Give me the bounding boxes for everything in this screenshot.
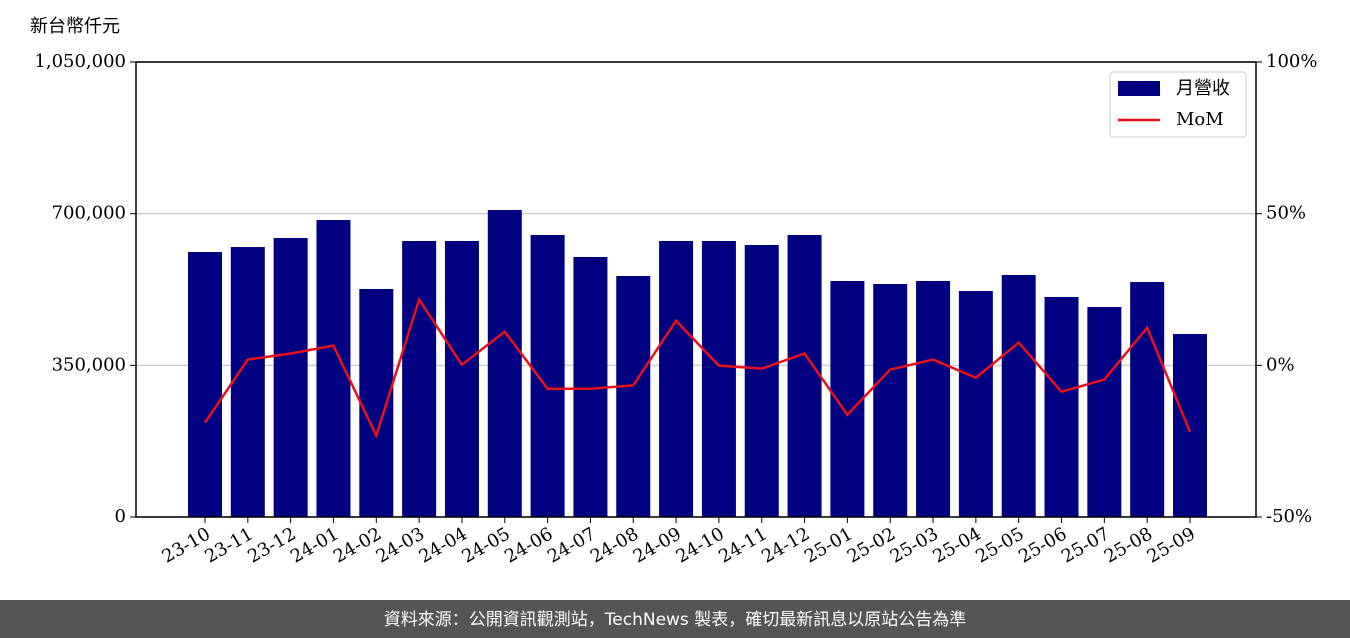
bar [1001,274,1036,517]
x-tick-label: 24-03 [373,523,428,567]
y2-tick-label: 100% [1266,51,1317,72]
bar [1130,282,1165,517]
x-tick-label: 25-09 [1144,523,1199,567]
bar [402,241,437,517]
bar [444,241,479,517]
y-tick-label: 350,000 [52,354,126,375]
bar [659,241,694,517]
legend-swatch [1118,81,1160,96]
bar [873,283,908,517]
bar [958,291,993,517]
y-axis-label: 新台幣仟元 [30,16,120,37]
x-tick-label: 25-06 [1015,523,1070,567]
x-tick-label: 23-11 [201,523,256,567]
y2-tick-label: 50% [1266,203,1306,224]
legend-label: MoM [1176,109,1224,130]
x-tick-label: 24-09 [630,523,685,567]
x-tick-label: 24-06 [501,523,556,567]
footer-band [0,600,1350,638]
bar [530,234,565,517]
x-tick-label: 25-01 [801,523,856,567]
x-tick-label: 24-07 [544,523,599,567]
x-tick-label: 24-01 [287,523,342,567]
x-tick-label: 24-08 [587,523,642,567]
x-tick-label: 25-05 [972,523,1027,567]
bar [1173,334,1207,517]
x-tick-label: 25-02 [844,523,899,567]
x-tick-label: 25-08 [1101,523,1156,567]
bar [487,209,522,517]
y-tick-label: 700,000 [52,203,126,224]
bar [1087,307,1122,517]
bar [273,238,308,517]
bar [744,244,779,517]
plot-frame [135,61,1257,518]
x-tick-label: 24-05 [458,523,513,567]
x-tick-label: 25-03 [887,523,942,567]
line [203,296,1192,440]
bar [701,241,736,517]
y2-tick-label: -50% [1266,506,1312,527]
x-tick-label: 24-04 [416,523,471,567]
y2-tick-label: 0% [1266,354,1295,375]
y-tick-label: 1,050,000 [34,51,126,72]
y-tick-label: 0 [115,506,126,527]
legend-label: 月營收 [1176,78,1230,99]
bar [787,234,822,517]
x-tick-label: 25-04 [929,523,984,567]
x-tick-label: 25-07 [1058,523,1113,567]
x-tick-label: 24-11 [715,523,770,567]
bar [916,281,951,517]
x-tick-label: 24-02 [330,523,385,567]
x-tick-label: 24-10 [672,523,727,567]
bar [230,247,265,518]
bar [359,288,394,517]
bar [1044,296,1079,517]
x-tick-label: 23-10 [159,523,214,567]
x-tick-label: 24-12 [758,523,813,567]
bar [616,275,651,517]
footer-text: 資料來源：公開資訊觀測站，TechNews 製表，確切最新訊息以原站公告為準 [384,610,966,630]
bar [188,252,222,517]
x-tick-label: 23-12 [244,523,299,567]
